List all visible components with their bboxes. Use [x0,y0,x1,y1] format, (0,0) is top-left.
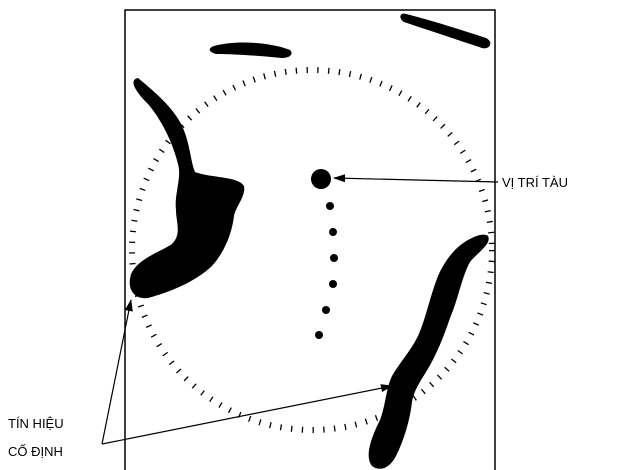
echo-label: CỐ ĐỊNH [8,444,63,459]
trail-dot [322,306,330,314]
trail-dot [330,254,338,262]
echo-label: TÍN HIỆU [8,416,64,431]
range-ring [129,67,495,433]
trail-dot [326,202,334,210]
echo-top-right [400,13,491,49]
ship-position [311,169,331,189]
screen-frame [124,9,496,470]
echo-arrow-left [101,299,133,445]
echo-arrow-right [101,384,393,445]
ship-label: VỊ TRÍ TÀU [502,175,568,190]
trail-dot [315,331,323,339]
echo-top [209,42,292,58]
ship-arrow [333,174,499,183]
echo-left-coast [129,78,245,299]
trail-dot [329,280,337,288]
trail-dot [329,228,337,236]
echo-right-coast [368,234,489,469]
